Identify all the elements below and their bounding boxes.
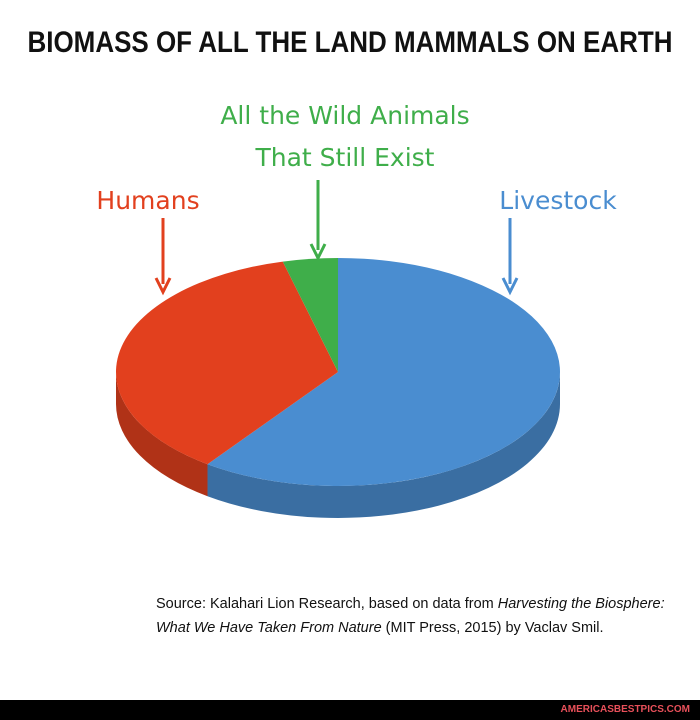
slice-label: Livestock [499,186,617,215]
arrow-head [154,277,172,296]
slice [282,258,338,372]
arrow-head [501,277,519,296]
chart: BIOMASS OF ALL THE LAND MAMMALS ON EARTH [28,26,673,518]
slice [115,261,339,465]
slice-label: All the Wild Animals That Still Exist [220,101,470,172]
slice-label: Humans [96,186,200,215]
source-text: (MIT Press, 2015) by Vaclav Smil. [381,620,604,636]
watermark: AMERICASBESTPICS.COM [560,704,690,715]
arrow-head [309,243,327,262]
slice [207,258,560,486]
source-text: Source: Kalahari Lion Research, based on… [156,596,498,612]
slice-side [116,372,208,497]
footer-bar: AMERICASBESTPICS.COM [0,700,700,720]
source-book: Harvesting the Biosphere: What We Have T… [156,596,665,636]
chart-title: BIOMASS OF ALL THE LAND MAMMALS ON EARTH [28,26,673,59]
source-note: Source: Kalahari Lion Research, based on… [156,592,666,640]
slice-side [207,372,561,518]
